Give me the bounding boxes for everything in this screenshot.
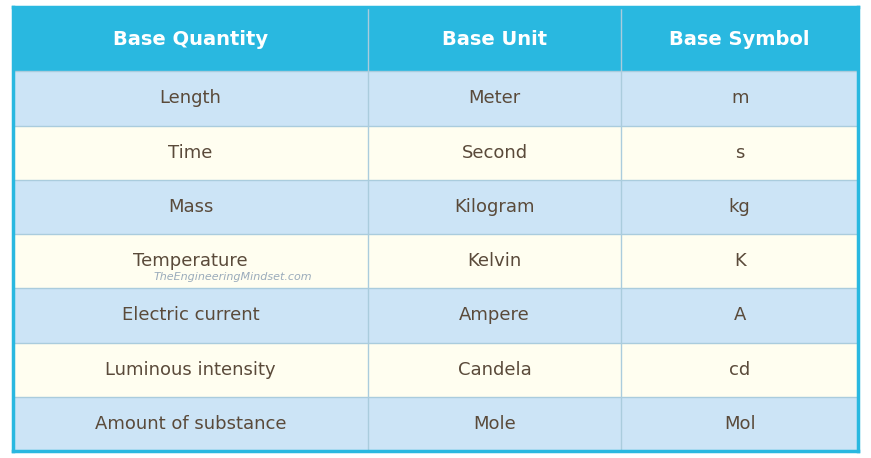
Text: s: s [735,144,745,162]
Text: Mole: Mole [473,415,516,433]
Bar [368,289,621,343]
Text: TheEngineeringMindset.com: TheEngineeringMindset.com [154,273,313,283]
Bar [13,234,368,289]
Text: Base Symbol: Base Symbol [670,30,810,49]
Text: Mass: Mass [168,198,213,216]
Bar [13,7,368,71]
Bar [621,289,858,343]
Bar [13,289,368,343]
Bar [368,125,621,180]
Bar [13,180,368,234]
Bar [621,234,858,289]
Text: Length: Length [159,89,221,108]
Bar [13,343,368,397]
Bar [368,234,621,289]
Bar [621,397,858,451]
Text: Time: Time [168,144,213,162]
Bar [621,125,858,180]
Text: Amount of substance: Amount of substance [95,415,287,433]
Bar [368,397,621,451]
Text: Kilogram: Kilogram [455,198,535,216]
Text: Luminous intensity: Luminous intensity [105,361,276,379]
Text: Mol: Mol [724,415,755,433]
Text: kg: kg [729,198,751,216]
Bar [13,125,368,180]
Bar [368,343,621,397]
Text: cd: cd [729,361,750,379]
Bar [13,71,368,125]
Text: Base Quantity: Base Quantity [113,30,268,49]
Text: Ampere: Ampere [459,306,530,324]
Text: Electric current: Electric current [122,306,260,324]
Bar [368,71,621,125]
Text: Kelvin: Kelvin [468,252,522,270]
Text: Base Unit: Base Unit [442,30,547,49]
Bar [621,180,858,234]
Bar [621,343,858,397]
Text: Meter: Meter [469,89,521,108]
Text: Temperature: Temperature [133,252,248,270]
Bar [621,7,858,71]
Bar [368,7,621,71]
Text: m: m [731,89,748,108]
Bar [368,180,621,234]
Bar [13,397,368,451]
Text: K: K [733,252,746,270]
Text: Candela: Candela [458,361,531,379]
Text: A: A [733,306,746,324]
Text: Second: Second [462,144,528,162]
Bar [621,71,858,125]
